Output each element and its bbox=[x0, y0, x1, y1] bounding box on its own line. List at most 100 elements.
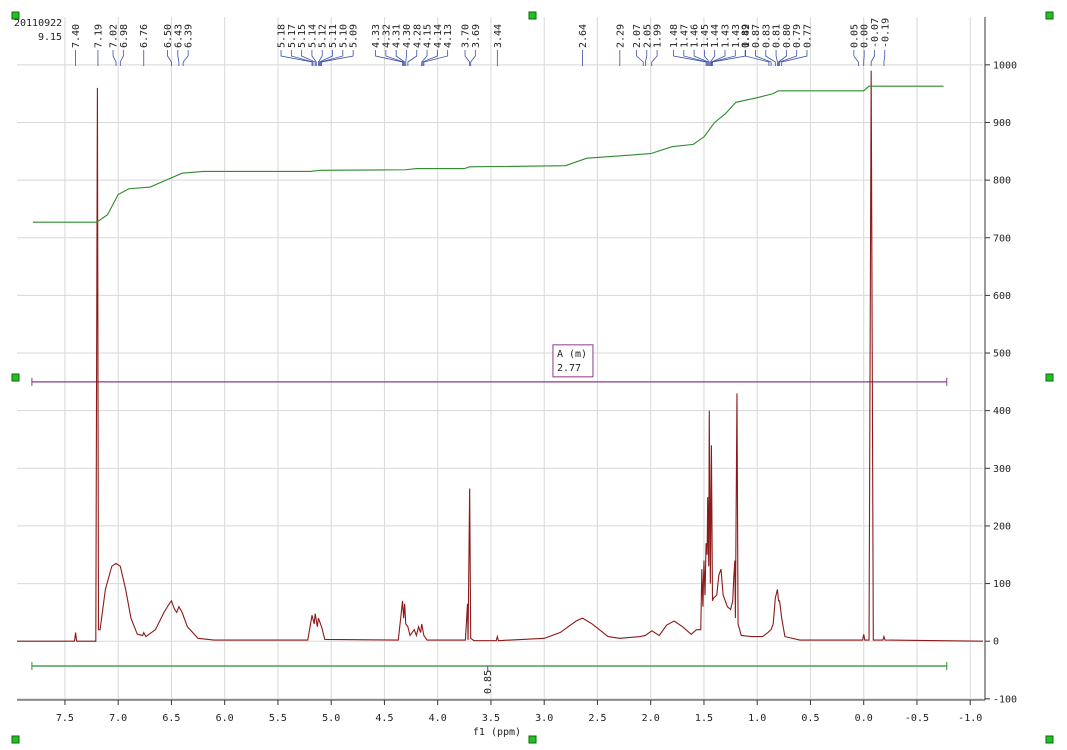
peak-label: -0.19 bbox=[880, 18, 891, 48]
peak-label: 0.05 bbox=[849, 24, 860, 48]
peak-label: 0.83 bbox=[761, 24, 772, 48]
peak-label: 0.77 bbox=[802, 24, 813, 48]
y-tick-label: 200 bbox=[993, 521, 1011, 532]
peak-label: -0.07 bbox=[870, 18, 881, 48]
y-tick-label: 100 bbox=[993, 579, 1011, 590]
x-tick-label: 1.5 bbox=[695, 713, 713, 724]
handle[interactable] bbox=[1045, 373, 1054, 382]
peak-leader bbox=[781, 50, 808, 66]
header-text: 20110922 bbox=[14, 18, 62, 29]
x-tick-label: -0.5 bbox=[905, 713, 929, 724]
peak-label: 3.69 bbox=[471, 24, 482, 48]
peak-leader bbox=[119, 50, 124, 66]
handle[interactable] bbox=[528, 11, 537, 20]
peak-label: 4.33 bbox=[371, 24, 382, 48]
peak-label: 1.44 bbox=[710, 24, 721, 48]
peak-label: 4.32 bbox=[381, 24, 392, 48]
peak-label: 4.31 bbox=[392, 24, 403, 48]
peak-leader bbox=[318, 50, 323, 66]
peak-label: 6.50 bbox=[163, 24, 174, 48]
peak-label: 1.45 bbox=[700, 24, 711, 48]
peak-label: 5.11 bbox=[328, 24, 339, 48]
peak-leader bbox=[651, 50, 658, 66]
x-tick-label: 0.0 bbox=[855, 713, 873, 724]
handle[interactable] bbox=[11, 373, 20, 382]
peak-label: 0.89 bbox=[741, 24, 752, 48]
annotation-text: 2.77 bbox=[557, 363, 581, 374]
x-tick-label: 2.0 bbox=[642, 713, 660, 724]
peak-leader bbox=[319, 50, 333, 66]
peak-leader bbox=[395, 50, 406, 66]
peak-leader bbox=[177, 50, 180, 66]
peak-leader bbox=[693, 50, 709, 66]
peak-label: 4.15 bbox=[423, 24, 434, 48]
peak-label: 6.43 bbox=[173, 24, 184, 48]
peak-label: 5.10 bbox=[338, 24, 349, 48]
peak-leader bbox=[778, 50, 787, 66]
y-tick-label: -100 bbox=[993, 694, 1017, 705]
peak-leader bbox=[853, 50, 859, 66]
peak-leader bbox=[712, 50, 746, 66]
x-tick-label: 2.5 bbox=[588, 713, 606, 724]
annotation-text: 0.85 bbox=[483, 670, 494, 694]
peak-leader bbox=[673, 50, 707, 66]
handle[interactable] bbox=[11, 735, 20, 744]
series-line bbox=[32, 85, 944, 223]
peak-leader bbox=[464, 50, 471, 66]
peak-label: 5.14 bbox=[307, 24, 318, 48]
peak-label: 0.00 bbox=[860, 24, 871, 48]
peak-leader bbox=[375, 50, 403, 66]
peak-label: 0.80 bbox=[782, 24, 793, 48]
x-tick-label: 4.0 bbox=[429, 713, 447, 724]
peak-label: 1.43 bbox=[720, 24, 731, 48]
series-line bbox=[17, 70, 984, 642]
peak-leader bbox=[755, 50, 772, 66]
handle[interactable] bbox=[528, 735, 537, 744]
peak-leader bbox=[703, 50, 710, 66]
x-tick-label: 6.0 bbox=[216, 713, 234, 724]
header-text: 9.15 bbox=[38, 32, 62, 43]
peak-label: 6.39 bbox=[184, 24, 195, 48]
peak-label: 1.43 bbox=[731, 24, 742, 48]
handle[interactable] bbox=[1045, 735, 1054, 744]
peak-label: 3.70 bbox=[461, 24, 472, 48]
x-tick-label: 3.0 bbox=[535, 713, 553, 724]
y-tick-label: 300 bbox=[993, 464, 1011, 475]
peak-label: 5.09 bbox=[349, 24, 360, 48]
peak-label: 7.02 bbox=[109, 24, 120, 48]
peak-label: 0.87 bbox=[751, 24, 762, 48]
y-tick-label: 600 bbox=[993, 291, 1011, 302]
peak-label: 2.07 bbox=[632, 24, 643, 48]
peak-label: 1.42 bbox=[741, 24, 752, 48]
x-tick-label: 7.5 bbox=[56, 713, 74, 724]
peak-leader bbox=[711, 50, 736, 66]
y-tick-label: 700 bbox=[993, 233, 1011, 244]
x-axis-label: f1 (ppm) bbox=[473, 727, 521, 738]
peak-leader bbox=[644, 50, 648, 66]
peak-leader bbox=[405, 50, 407, 66]
peak-leader bbox=[422, 50, 438, 66]
handle[interactable] bbox=[1045, 11, 1054, 20]
peak-leader bbox=[775, 50, 778, 66]
peak-label: 1.46 bbox=[690, 24, 701, 48]
handle[interactable] bbox=[11, 11, 20, 20]
peak-leader bbox=[280, 50, 313, 66]
peak-leader bbox=[112, 50, 117, 66]
x-tick-label: 0.5 bbox=[801, 713, 819, 724]
peak-leader bbox=[407, 50, 418, 66]
x-tick-label: 6.5 bbox=[162, 713, 180, 724]
peak-leader bbox=[636, 50, 644, 66]
x-tick-label: 5.5 bbox=[269, 713, 287, 724]
peak-leader bbox=[321, 50, 354, 66]
x-tick-label: -1.0 bbox=[958, 713, 982, 724]
peak-leader bbox=[182, 50, 189, 66]
peak-leader bbox=[423, 50, 449, 66]
peak-label: 2.29 bbox=[615, 24, 626, 48]
annotation-text: A (m) bbox=[557, 349, 587, 360]
x-tick-label: 5.0 bbox=[322, 713, 340, 724]
peak-label: 1.47 bbox=[679, 24, 690, 48]
y-tick-label: 500 bbox=[993, 349, 1011, 360]
peak-label: 5.17 bbox=[287, 24, 298, 48]
